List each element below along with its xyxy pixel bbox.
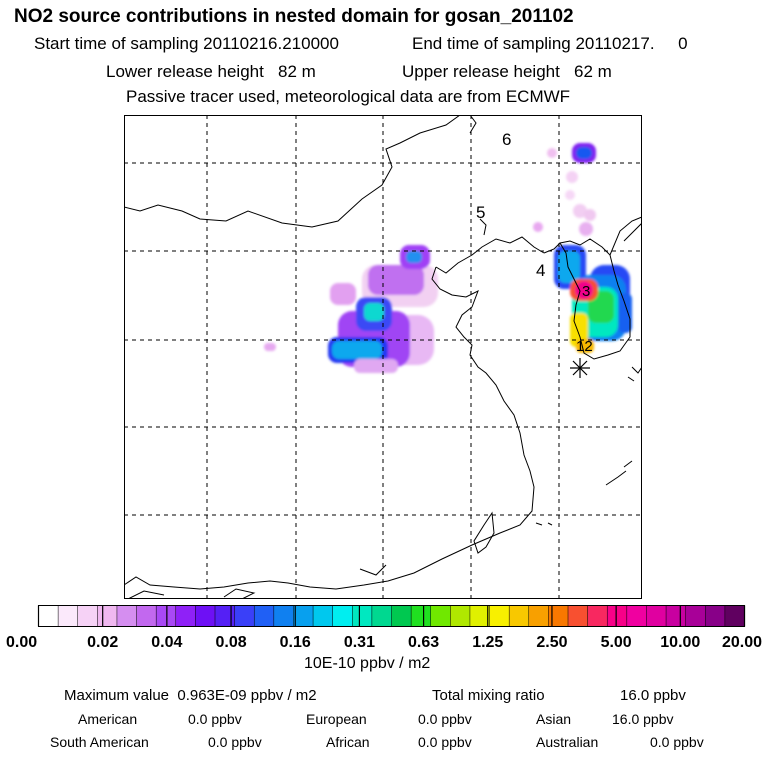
colorbar-cell bbox=[430, 605, 451, 627]
colorbar-cell bbox=[469, 605, 491, 627]
colorbar-cell bbox=[528, 605, 549, 627]
region-asian-name: Asian bbox=[536, 711, 572, 727]
colorbar-cell bbox=[665, 605, 687, 627]
colorbar-cell bbox=[685, 605, 706, 627]
tracer-note: Passive tracer used, meteorological data… bbox=[126, 87, 571, 106]
colorbar-cell bbox=[273, 605, 294, 627]
colorbar-cell bbox=[136, 605, 157, 627]
colorbar-cell bbox=[489, 605, 510, 627]
colorbar-cell bbox=[332, 605, 353, 627]
graticule bbox=[124, 115, 642, 599]
colorbar-cell bbox=[352, 605, 373, 627]
map-title: NO2 source contributions in nested domai… bbox=[14, 6, 574, 27]
colorbar-cell bbox=[391, 605, 412, 627]
region-american-value: 0.0 ppbv bbox=[188, 711, 242, 727]
colorbar-cell bbox=[312, 605, 334, 627]
map-panel: 6 5 4 3 12 bbox=[124, 115, 642, 599]
colorbar-tick-label: 0.08 bbox=[215, 634, 246, 651]
colorbar-cell bbox=[155, 605, 177, 627]
colorbar-tick-label: 2.50 bbox=[536, 634, 567, 651]
colorbar-cell bbox=[57, 605, 79, 627]
region-african-value: 0.0 ppbv bbox=[418, 734, 472, 750]
colorbar-cell bbox=[195, 605, 216, 627]
trajectory-marker-5: 5 bbox=[476, 203, 485, 222]
colorbar-cell bbox=[410, 605, 432, 627]
region-australian-name: Australian bbox=[536, 734, 599, 750]
region-south-american-name: South American bbox=[50, 734, 149, 750]
lower-release-height: Lower release height 82 m bbox=[106, 62, 316, 81]
colorbar-tick-label: 20.00 bbox=[722, 634, 762, 651]
coastlines bbox=[124, 115, 642, 599]
trajectory-marker-4: 4 bbox=[536, 261, 545, 280]
colorbar-cell bbox=[253, 605, 275, 627]
colorbar-cells bbox=[38, 605, 746, 627]
colorbar-tick-label: 0.31 bbox=[344, 634, 375, 651]
colorbar-cell bbox=[626, 605, 647, 627]
colorbar-tick-label: 10.00 bbox=[660, 634, 700, 651]
colorbar-cell bbox=[508, 605, 530, 627]
colorbar-tick-label: 0.04 bbox=[151, 634, 182, 651]
colorbar-cell bbox=[116, 605, 138, 627]
upper-release-height: Upper release height 62 m bbox=[402, 62, 612, 81]
colorbar-cell bbox=[77, 605, 98, 627]
end-time-label: End time of sampling 20110217. 0 bbox=[412, 34, 688, 53]
concentration-field bbox=[264, 143, 632, 373]
colorbar-cell bbox=[38, 605, 59, 627]
region-african-name: African bbox=[326, 734, 370, 750]
colorbar-tick-label: 0.63 bbox=[408, 634, 439, 651]
colorbar-cell bbox=[450, 605, 471, 627]
colorbar-tick-label: 1.25 bbox=[472, 634, 503, 651]
region-australian-value: 0.0 ppbv bbox=[650, 734, 704, 750]
colorbar-tick-label: 0.02 bbox=[87, 634, 118, 651]
trajectory-marker-3: 3 bbox=[582, 283, 590, 300]
colorbar-cell bbox=[214, 605, 236, 627]
trajectory-marker-12: 12 bbox=[576, 338, 593, 355]
colorbar-cell bbox=[724, 605, 746, 627]
colorbar-tick-label: 5.00 bbox=[601, 634, 632, 651]
colorbar-tick-label: 0.00 bbox=[6, 634, 37, 651]
colorbar-cell bbox=[567, 605, 589, 627]
colorbar-cell bbox=[606, 605, 628, 627]
colorbar-unit: 10E-10 ppbv / m2 bbox=[304, 655, 431, 672]
colorbar-cell bbox=[234, 605, 255, 627]
region-european-name: European bbox=[306, 711, 367, 727]
start-time-label: Start time of sampling 20110216.210000 bbox=[34, 34, 339, 53]
trajectory-marker-6: 6 bbox=[502, 130, 511, 149]
colorbar-cell bbox=[97, 605, 118, 627]
total-mixing-value: 16.0 ppbv bbox=[620, 687, 686, 704]
map-frame bbox=[124, 115, 642, 599]
colorbar-cell bbox=[371, 605, 393, 627]
region-asian-value: 16.0 ppbv bbox=[612, 711, 674, 727]
colorbar-cell bbox=[587, 605, 608, 627]
receptor-asterisk-icon bbox=[570, 358, 590, 378]
max-value-label: Maximum value 0.963E-09 ppbv / m2 bbox=[64, 687, 317, 704]
colorbar-cell bbox=[705, 605, 726, 627]
colorbar-tick-label: 0.16 bbox=[280, 634, 311, 651]
colorbar-cell bbox=[646, 605, 667, 627]
colorbar-cell bbox=[293, 605, 314, 627]
colorbar-tick-labels: 0.00 0.02 0.04 0.08 0.16 0.31 0.63 1.25 2.50 5.00… bbox=[6, 605, 762, 651]
colorbar-cell bbox=[175, 605, 196, 627]
total-mixing-label: Total mixing ratio bbox=[432, 687, 545, 704]
region-european-value: 0.0 ppbv bbox=[418, 711, 472, 727]
region-south-american-value: 0.0 ppbv bbox=[208, 734, 262, 750]
region-american-name: American bbox=[78, 711, 138, 727]
colorbar: 0.00 0.02 0.04 0.08 0.16 0.31 0.63 1.25 2.50 5.00… bbox=[6, 605, 762, 651]
